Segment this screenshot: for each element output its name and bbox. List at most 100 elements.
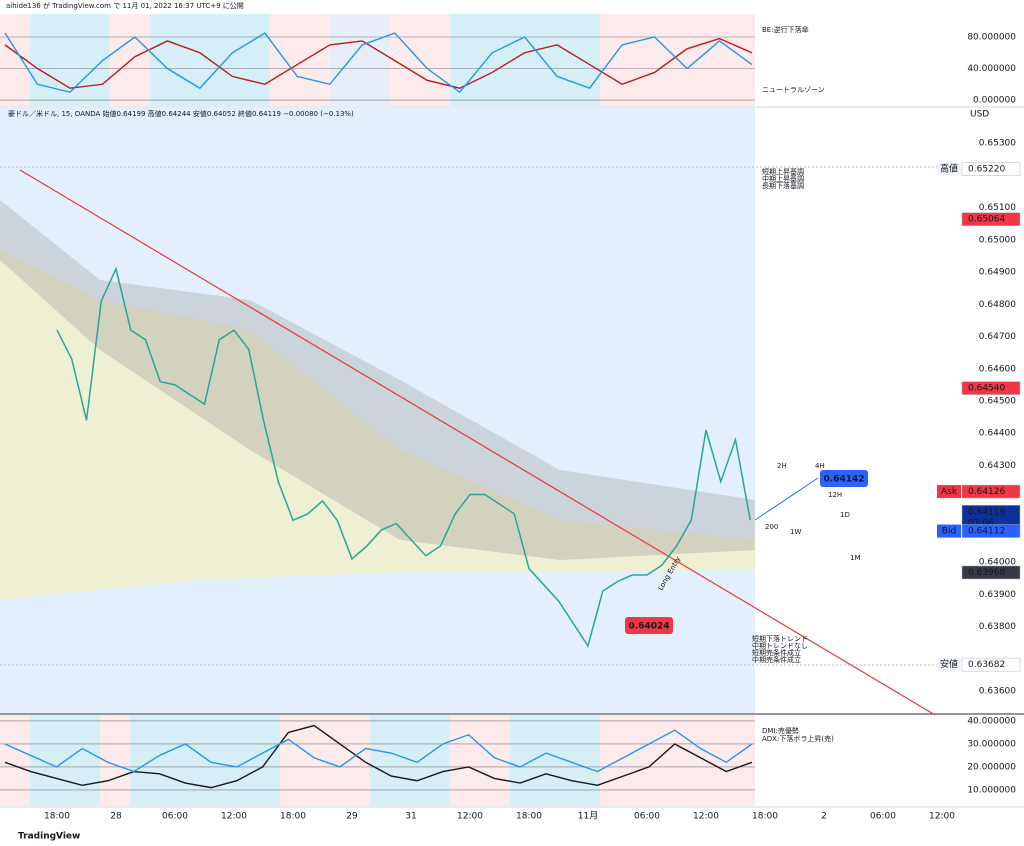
note: 中期売条件成立 [752,655,801,664]
y-tick-label: 0.64600 [979,364,1016,374]
zone-band [30,14,110,106]
note: 短期上昇基調 [762,167,804,176]
y-tick-label: 0.65300 [979,139,1016,149]
note: 短期下落トレンド [752,634,808,643]
x-tick-label: 06:00 [870,812,896,822]
price-tag-label: 0.63682 [968,660,1005,670]
callout [820,470,868,487]
zone-band [510,715,600,806]
price-tag [961,484,1021,499]
zone-band [130,715,280,806]
x-tick-label: 2 [821,812,827,822]
series-line [4,729,753,773]
zone-band [330,14,390,106]
x-tick-label: 29 [346,812,358,822]
y-tick-label: 40.000000 [967,716,1016,726]
ma-label: 1M [850,554,861,562]
x-tick-label: 18:00 [44,812,70,822]
price-tag [961,381,1021,395]
ma-label: 1D [840,511,850,519]
y-tick-label: 0.65000 [979,235,1016,245]
y-tick-label: 0.64500 [979,396,1016,406]
ma-label: 12H [828,491,842,499]
y-tick-label: 30.000000 [967,739,1016,749]
callout-label: 0.64142 [824,475,865,485]
x-tick-label: 18:00 [280,812,306,822]
price-tag [961,162,1021,176]
y-tick-label: 0.64300 [979,461,1016,471]
price-tag-prefix: Bid [942,527,956,537]
price-tag-prefix-bg [937,658,961,672]
y-tick-label: 0.000000 [973,96,1016,106]
x-tick-label: 12:00 [221,812,247,822]
note: 短期売条件成立 [752,648,801,657]
price-tag [961,524,1021,538]
y-tick-label: 0.64400 [979,429,1016,439]
ribbon [0,250,755,600]
price-tag [961,565,1021,580]
y-tick-label: 0.63800 [979,622,1016,632]
y-tick-label: 0.63900 [979,590,1016,600]
price-tag-label: 0.65220 [968,164,1005,174]
price-tag-label: 0.64119 [968,507,1005,517]
note: BE:逆行下落傘 [762,25,809,34]
price-tag [961,657,1021,672]
y-tick-label: 0.64800 [979,300,1016,310]
series-line [4,37,753,89]
note: 中期上昇基調 [762,174,804,183]
price-tag-label: 0.64126 [968,487,1005,497]
x-tick-label: 28 [110,812,122,822]
note: DMI:売優勢 [762,726,799,735]
y-tick-label: 0.64900 [979,268,1016,278]
note: 長期下落基調 [762,181,804,190]
price-tag-label: 0.63968 [968,568,1005,578]
brand: TradingView [18,832,80,842]
trend-line [19,169,936,716]
price-tag-prefix-bg [937,485,961,499]
zone-band [450,14,600,106]
y-tick-label: 40.000000 [967,64,1016,74]
ma-label: 200 [765,523,778,531]
x-tick-label: 12:00 [929,812,955,822]
forecast-line [754,477,819,521]
y-tick-label: 0.64700 [979,332,1016,342]
price-tag-label: 0.64540 [968,384,1005,394]
series-line [4,724,753,789]
series-line [4,32,753,94]
gap [755,108,760,713]
x-tick-label: 18:00 [516,812,542,822]
price-tag-prefix-bg [937,162,961,176]
currency: USD [970,110,989,120]
y-tick-label: 0.65100 [979,203,1016,213]
x-tick-label: 11月 [578,811,598,822]
y-tick-label: 0.63600 [979,687,1016,697]
price-tag-label: 0.64112 [968,527,1005,537]
y-tick-label: 0.64000 [979,558,1016,568]
note: ニュートラルゾーン [762,86,825,94]
price-tag-prefix: 高値 [940,162,958,174]
price-tag [961,212,1021,226]
ma-label: 1W [790,528,801,536]
y-tick-label: 80.000000 [967,33,1016,43]
price-line [56,266,751,648]
price-tag-prefix-bg [937,524,961,538]
callout-label: 0.64024 [629,622,670,632]
x-tick-label: 06:00 [634,812,660,822]
price-tag-sub: 07:06 [968,518,994,528]
y-tick-label: 20.000000 [967,762,1016,772]
x-tick-label: 12:00 [693,812,719,822]
x-tick-label: 12:00 [457,812,483,822]
x-tick-label: 18:00 [752,812,778,822]
symbol-line: 豪ドル／米ドル, 15, OANDA 始値0.64199 高値0.64244 安… [8,109,354,118]
note: ADX:下落ボラ上昇(売) [762,734,834,743]
ma-label: 4H [815,462,825,470]
cloud [0,200,755,560]
y-tick-label: 10.000000 [967,785,1016,795]
price-tag-label: 0.65064 [968,215,1005,225]
price-tag-prefix: 安値 [940,658,958,670]
author-line: aihide136 が TradingView.com で 11月 01, 20… [6,1,244,10]
note: 中期トレンドなし [752,641,808,650]
callout [625,617,673,634]
x-tick-label: 31 [405,812,416,822]
